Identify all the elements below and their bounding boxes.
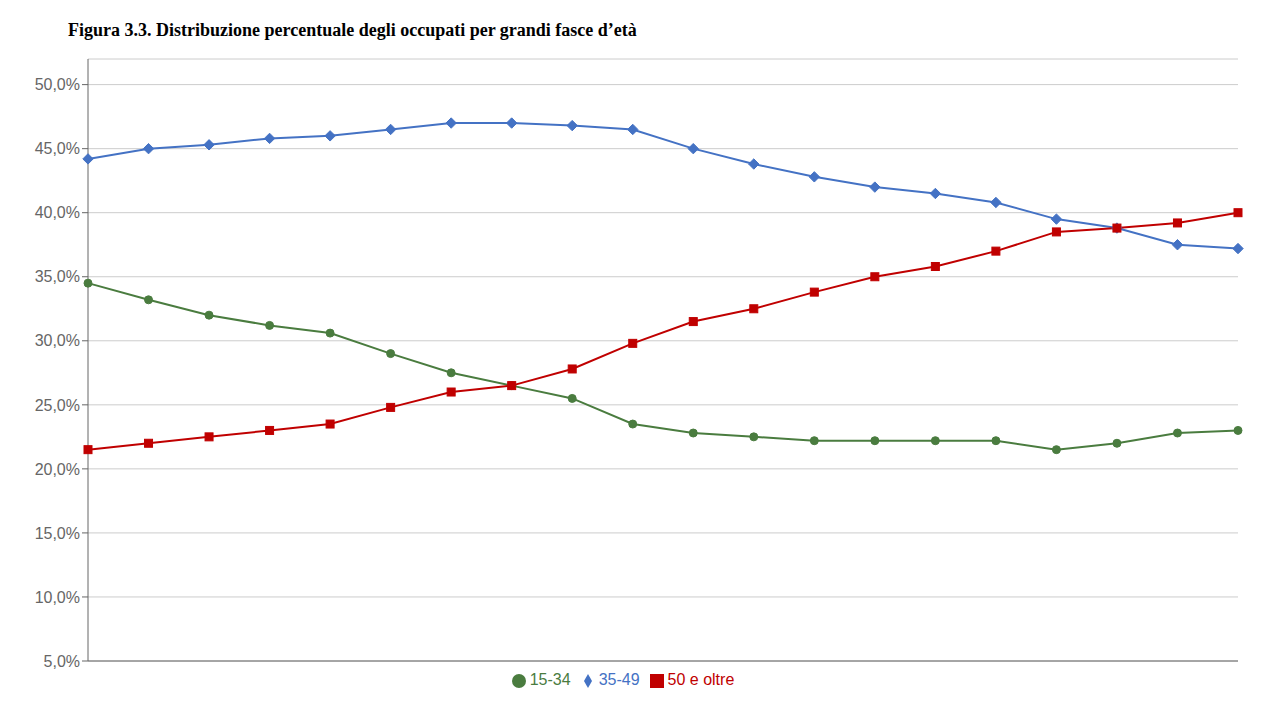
svg-text:25,0%: 25,0% [35, 397, 80, 414]
html-text:35-49: 35-49 [598, 671, 640, 688]
svg-text:5,0%: 5,0% [44, 653, 80, 670]
svg-text:40,0%: 40,0% [35, 204, 80, 221]
svg-text:15,0%: 15,0% [35, 525, 80, 542]
svg-text:30,0%: 30,0% [35, 332, 80, 349]
html-text:Figura 3.3. Distribuzione perc: Figura 3.3. Distribuzione percentuale de… [68, 20, 637, 40]
svg-text:10,0%: 10,0% [35, 589, 80, 606]
html-text:50 e oltre: 50 e oltre [667, 671, 735, 688]
svg-text:35,0%: 35,0% [35, 268, 80, 285]
svg-text:20,0%: 20,0% [35, 461, 80, 478]
svg-text:45,0%: 45,0% [35, 140, 80, 157]
html-text:15-34: 15-34 [529, 671, 571, 688]
svg-text:50,0%: 50,0% [35, 76, 80, 93]
